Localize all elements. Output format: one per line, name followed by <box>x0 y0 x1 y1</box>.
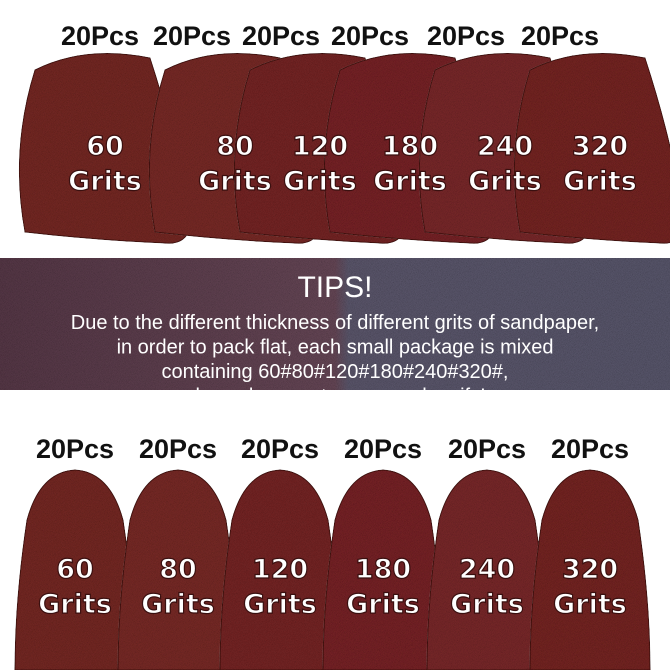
sanding-pad <box>18 53 191 244</box>
grit-number: 240 <box>459 554 515 585</box>
grit-number: 180 <box>382 131 438 162</box>
grit-unit: Grits <box>563 166 637 197</box>
tips-line: please be sure to open and verify! <box>184 386 485 408</box>
tips-line: Due to the different thickness of differ… <box>71 312 599 334</box>
grit-unit: Grits <box>38 589 112 620</box>
tips-band <box>0 258 670 390</box>
sanding-pad <box>117 469 239 670</box>
grit-number: 120 <box>292 131 348 162</box>
sanding-pad <box>426 469 548 670</box>
tips: TIPS! Due to the different thickness of d… <box>71 271 599 408</box>
grit-number: 320 <box>562 554 618 585</box>
grit-number: 180 <box>355 554 411 585</box>
pack-count: 20Pcs <box>139 434 217 464</box>
sanding-pad <box>529 469 651 670</box>
pack-count: 20Pcs <box>36 434 114 464</box>
pack-count: 20Pcs <box>344 434 422 464</box>
grit-number: 80 <box>216 131 254 162</box>
grit-unit: Grits <box>373 166 447 197</box>
bottom-row: 20Pcs 60 Grits 20Pcs 80 Grits 20Pcs 120 Grits 20P… <box>14 434 651 670</box>
sanding-pad <box>513 53 670 244</box>
pack-count: 20Pcs <box>241 434 319 464</box>
top-row: 20Pcs 60 Grits 20Pcs 80 Grits 20Pcs 120 Grits 20P… <box>18 21 670 244</box>
grit-number: 60 <box>56 554 94 585</box>
grit-number: 60 <box>86 131 124 162</box>
grit-number: 80 <box>159 554 197 585</box>
sanding-pad <box>14 469 136 670</box>
grit-unit: Grits <box>346 589 420 620</box>
tips-line: in order to pack flat, each small packag… <box>117 337 554 359</box>
grit-number: 240 <box>477 131 533 162</box>
grit-unit: Grits <box>553 589 627 620</box>
grit-number: 320 <box>572 131 628 162</box>
pack-count: 20Pcs <box>242 21 320 51</box>
sanding-pad <box>219 469 341 670</box>
pack-count: 20Pcs <box>61 21 139 51</box>
pack-count: 20Pcs <box>448 434 526 464</box>
grit-unit: Grits <box>243 589 317 620</box>
grit-unit: Grits <box>468 166 542 197</box>
sanding-pad <box>322 469 444 670</box>
tips-line: containing 60#80#120#180#240#320#, <box>161 361 508 383</box>
pack-count: 20Pcs <box>551 434 629 464</box>
grit-unit: Grits <box>68 166 142 197</box>
pack-count: 20Pcs <box>153 21 231 51</box>
grit-unit: Grits <box>198 166 272 197</box>
grit-unit: Grits <box>283 166 357 197</box>
grit-unit: Grits <box>450 589 524 620</box>
grit-unit: Grits <box>141 589 215 620</box>
pack-count: 20Pcs <box>427 21 505 51</box>
pack-count: 20Pcs <box>521 21 599 51</box>
pack-count: 20Pcs <box>331 21 409 51</box>
tips-title: TIPS! <box>297 271 372 304</box>
grit-number: 120 <box>252 554 308 585</box>
